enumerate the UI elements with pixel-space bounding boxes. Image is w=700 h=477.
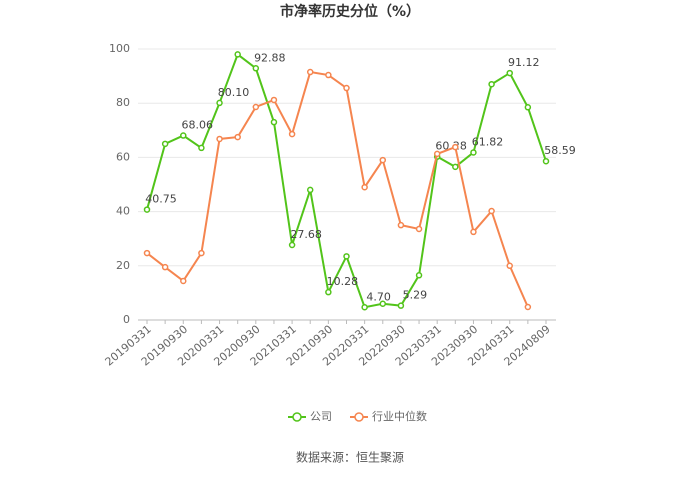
point [143,206,151,213]
point [343,253,350,260]
data-label: 5.29 [403,289,428,302]
point [397,302,405,309]
data-label: 61.82 [472,135,504,148]
data-label: 68.06 [182,119,214,132]
data-label: 10.28 [327,275,359,288]
point [506,262,513,270]
data-label: 91.12 [508,56,540,69]
source: 数据来源：恒生聚源 [296,450,404,465]
point [198,249,205,257]
data-label: 92.88 [254,51,286,64]
point [397,221,405,229]
y-tick-label: 100 [109,42,130,55]
point [234,51,241,58]
point [161,140,169,148]
point [415,272,423,279]
y-tick-label: 20 [116,259,130,272]
point [325,288,332,296]
point [252,103,260,111]
legend-label: 公司 [310,410,332,423]
point [270,118,278,126]
point [270,96,278,104]
legend-swatch [292,412,302,422]
point [252,65,260,72]
y-tick-label: 60 [116,150,130,163]
y-tick-label: 40 [116,205,130,218]
point [288,130,296,138]
point [470,149,477,156]
data-label: 80.10 [218,86,250,99]
point [180,277,187,285]
y-tick-label: 0 [123,313,130,326]
data-label: 60.28 [435,140,467,153]
point [343,84,350,92]
point [180,132,187,139]
point [288,241,296,249]
point [524,303,532,311]
point [361,183,368,191]
point [198,144,205,152]
data-label: 40.75 [145,193,177,206]
chart-title: 市净率历史分位（%） [280,3,420,20]
point [542,157,550,165]
y-tick-label: 80 [116,96,130,109]
point [143,249,151,257]
data-label: 58.59 [544,144,576,157]
point [161,263,169,271]
point [234,133,241,141]
point [216,135,223,143]
point [452,143,459,151]
point [470,228,477,236]
point [524,104,532,111]
point [433,150,441,158]
legend-swatch [354,412,364,422]
point [216,99,223,107]
point [488,80,495,88]
series-line [146,70,529,308]
point [488,207,495,215]
data-label: 27.68 [290,228,322,241]
point [306,68,314,76]
point [506,69,513,77]
legend-label: 行业中位数 [372,409,427,423]
point [325,71,332,79]
point [379,156,387,164]
point [306,186,314,194]
point [415,225,423,233]
point [379,300,387,307]
point [361,304,368,311]
data-label: 4.70 [366,290,391,303]
point [452,163,459,171]
